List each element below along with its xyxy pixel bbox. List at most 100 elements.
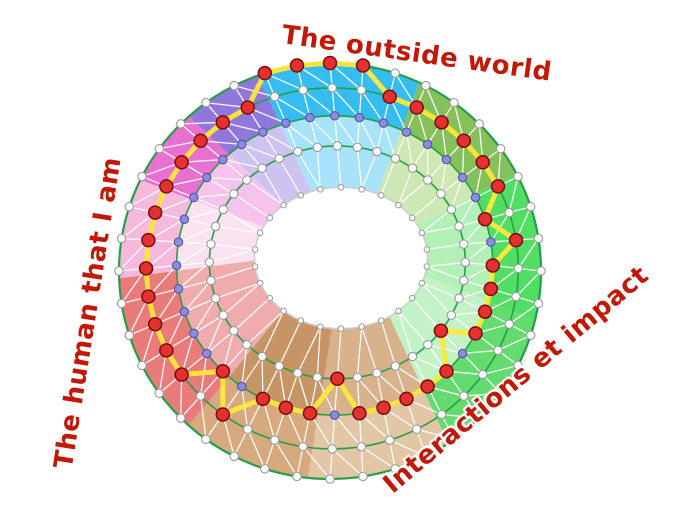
selected-level-node[interactable] (399, 391, 414, 407)
selected-level-node[interactable] (278, 400, 294, 416)
hole-node[interactable] (256, 279, 264, 287)
selected-level-node[interactable] (468, 326, 483, 341)
grid-node[interactable] (449, 97, 459, 108)
selected-level-node[interactable] (433, 323, 449, 339)
grid-node[interactable] (229, 189, 239, 199)
selected-level-node[interactable] (382, 89, 397, 104)
selected-level-node[interactable] (477, 211, 493, 227)
hole-node[interactable] (423, 246, 431, 253)
grid-node[interactable] (218, 154, 228, 165)
selected-level-node[interactable] (215, 115, 231, 130)
grid-node[interactable] (460, 257, 471, 268)
selected-level-node[interactable] (215, 407, 231, 422)
grid-node[interactable] (202, 172, 212, 183)
grid-node[interactable] (458, 239, 469, 249)
grid-node[interactable] (390, 153, 401, 164)
grid-node[interactable] (269, 435, 280, 445)
grid-node[interactable] (176, 119, 186, 129)
grid-node[interactable] (173, 284, 184, 294)
grid-node[interactable] (173, 237, 184, 247)
grid-node[interactable] (407, 163, 418, 173)
hole-node[interactable] (251, 246, 259, 253)
hole-node[interactable] (377, 192, 385, 199)
selected-level-node[interactable] (477, 304, 493, 319)
selected-level-node[interactable] (289, 58, 305, 73)
selected-level-node[interactable] (420, 379, 435, 394)
selected-level-node[interactable] (138, 261, 154, 276)
grid-node[interactable] (441, 154, 452, 165)
grid-node[interactable] (292, 471, 302, 482)
grid-node[interactable] (372, 146, 382, 157)
selected-level-node[interactable] (215, 364, 231, 379)
grid-node[interactable] (504, 207, 514, 218)
grid-node[interactable] (511, 291, 521, 302)
grid-node[interactable] (298, 441, 308, 452)
selected-level-node[interactable] (193, 133, 208, 148)
hole-node[interactable] (423, 263, 431, 270)
grid-node[interactable] (137, 171, 147, 182)
grid-node[interactable] (332, 141, 343, 151)
grid-node[interactable] (421, 451, 431, 462)
grid-node[interactable] (114, 266, 124, 276)
selected-level-node[interactable] (483, 281, 499, 297)
grid-node[interactable] (176, 413, 186, 423)
selected-level-node[interactable] (456, 133, 472, 148)
grid-node[interactable] (202, 348, 212, 359)
grid-node[interactable] (372, 368, 382, 378)
grid-node[interactable] (201, 434, 211, 445)
grid-node[interactable] (446, 204, 457, 215)
grid-node[interactable] (458, 275, 469, 286)
grid-node[interactable] (356, 441, 367, 452)
hole-node[interactable] (395, 201, 402, 209)
hole-node[interactable] (418, 229, 426, 237)
grid-node[interactable] (237, 381, 247, 392)
grid-node[interactable] (525, 201, 536, 212)
grid-node[interactable] (312, 372, 323, 383)
grid-node[interactable] (124, 330, 135, 341)
grid-node[interactable] (171, 260, 182, 271)
grid-node[interactable] (513, 171, 523, 182)
grid-node[interactable] (486, 237, 496, 247)
hole-node[interactable] (280, 307, 287, 315)
grid-node[interactable] (390, 464, 400, 474)
grid-node[interactable] (513, 263, 524, 274)
grid-node[interactable] (229, 326, 239, 336)
grid-node[interactable] (329, 111, 340, 121)
grid-node[interactable] (358, 471, 368, 482)
hole-node[interactable] (316, 323, 324, 330)
grid-node[interactable] (293, 368, 303, 378)
selected-level-node[interactable] (485, 258, 501, 273)
grid-node[interactable] (327, 83, 337, 93)
selected-level-node[interactable] (376, 400, 391, 416)
grid-node[interactable] (154, 388, 165, 399)
grid-node[interactable] (274, 153, 284, 164)
grid-node[interactable] (436, 409, 447, 420)
selected-level-node[interactable] (355, 58, 371, 73)
selected-level-node[interactable] (475, 155, 491, 170)
grid-node[interactable] (206, 275, 216, 286)
grid-node[interactable] (474, 413, 484, 423)
grid-node[interactable] (229, 80, 239, 91)
grid-node[interactable] (411, 424, 422, 435)
grid-node[interactable] (204, 257, 215, 268)
selected-level-node[interactable] (257, 65, 273, 81)
grid-node[interactable] (470, 192, 481, 203)
grid-node[interactable] (116, 233, 127, 244)
grid-node[interactable] (179, 214, 190, 224)
selected-level-node[interactable] (141, 289, 156, 304)
grid-node[interactable] (210, 221, 221, 232)
grid-node[interactable] (242, 424, 253, 435)
hole-node[interactable] (337, 325, 345, 333)
selected-level-node[interactable] (174, 367, 189, 382)
selected-level-node[interactable] (159, 343, 174, 358)
grid-node[interactable] (525, 330, 536, 341)
grid-node[interactable] (423, 175, 433, 185)
hole-node[interactable] (280, 201, 287, 209)
grid-node[interactable] (459, 391, 469, 401)
selected-level-node[interactable] (147, 316, 163, 332)
grid-node[interactable] (124, 201, 135, 212)
grid-node[interactable] (352, 372, 363, 383)
grid-node[interactable] (269, 91, 280, 102)
grid-node[interactable] (179, 306, 190, 317)
grid-node[interactable] (384, 435, 395, 445)
